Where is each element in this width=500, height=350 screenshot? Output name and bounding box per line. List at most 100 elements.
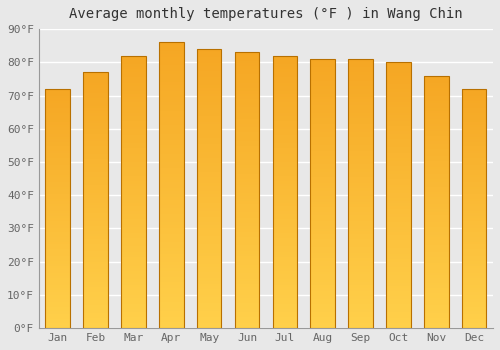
Bar [386, 147, 410, 150]
Bar [159, 288, 184, 291]
Bar [234, 210, 260, 212]
Bar [424, 111, 448, 113]
Bar [386, 126, 410, 129]
Bar [310, 220, 335, 223]
Bar [424, 247, 448, 250]
Bar [46, 110, 70, 113]
Bar [197, 298, 222, 300]
Bar [272, 107, 297, 110]
Bar [462, 275, 486, 278]
Bar [197, 49, 222, 328]
Bar [272, 306, 297, 309]
Bar [84, 88, 108, 90]
Bar [84, 264, 108, 267]
Bar [386, 86, 410, 89]
Bar [234, 130, 260, 132]
Bar [424, 194, 448, 197]
Bar [234, 229, 260, 232]
Bar [197, 119, 222, 121]
Bar [121, 236, 146, 238]
Bar [348, 245, 373, 247]
Bar [121, 304, 146, 306]
Bar [121, 91, 146, 94]
Bar [348, 274, 373, 277]
Bar [462, 189, 486, 192]
Bar [424, 290, 448, 293]
Bar [462, 235, 486, 237]
Bar [310, 312, 335, 315]
Bar [462, 240, 486, 242]
Bar [272, 216, 297, 219]
Bar [310, 153, 335, 156]
Bar [84, 134, 108, 136]
Bar [159, 103, 184, 105]
Bar [462, 316, 486, 319]
Bar [197, 130, 222, 133]
Bar [197, 144, 222, 147]
Bar [234, 127, 260, 130]
Bar [159, 68, 184, 71]
Bar [121, 320, 146, 323]
Bar [84, 113, 108, 116]
Bar [386, 315, 410, 317]
Bar [159, 225, 184, 228]
Bar [197, 205, 222, 208]
Bar [84, 303, 108, 305]
Bar [84, 310, 108, 313]
Bar [310, 59, 335, 328]
Bar [462, 261, 486, 264]
Bar [121, 77, 146, 80]
Bar [197, 300, 222, 303]
Bar [272, 276, 297, 279]
Bar [462, 206, 486, 209]
Bar [310, 110, 335, 113]
Bar [348, 89, 373, 91]
Bar [348, 239, 373, 242]
Bar [197, 94, 222, 97]
Bar [159, 174, 184, 177]
Bar [84, 128, 108, 131]
Bar [348, 169, 373, 172]
Bar [46, 96, 70, 98]
Bar [272, 189, 297, 192]
Bar [121, 192, 146, 195]
Bar [310, 323, 335, 326]
Bar [197, 124, 222, 127]
Bar [462, 89, 486, 91]
Bar [424, 131, 448, 134]
Bar [234, 265, 260, 267]
Bar [310, 78, 335, 80]
Bar [159, 248, 184, 251]
Bar [462, 297, 486, 300]
Bar [462, 175, 486, 177]
Bar [197, 231, 222, 233]
Bar [386, 145, 410, 147]
Bar [121, 56, 146, 58]
Bar [272, 94, 297, 97]
Bar [46, 247, 70, 249]
Bar [159, 294, 184, 297]
Bar [121, 187, 146, 189]
Bar [348, 194, 373, 196]
Bar [121, 138, 146, 140]
Bar [84, 244, 108, 246]
Bar [197, 309, 222, 312]
Bar [234, 63, 260, 66]
Bar [234, 116, 260, 119]
Bar [121, 249, 146, 252]
Bar [159, 234, 184, 237]
Bar [272, 77, 297, 80]
Bar [234, 107, 260, 110]
Bar [272, 91, 297, 94]
Bar [424, 144, 448, 146]
Bar [46, 101, 70, 103]
Bar [197, 256, 222, 258]
Bar [272, 56, 297, 58]
Bar [84, 108, 108, 111]
Bar [159, 88, 184, 91]
Bar [197, 289, 222, 292]
Bar [197, 197, 222, 200]
Bar [159, 228, 184, 231]
Bar [121, 257, 146, 260]
Bar [197, 52, 222, 55]
